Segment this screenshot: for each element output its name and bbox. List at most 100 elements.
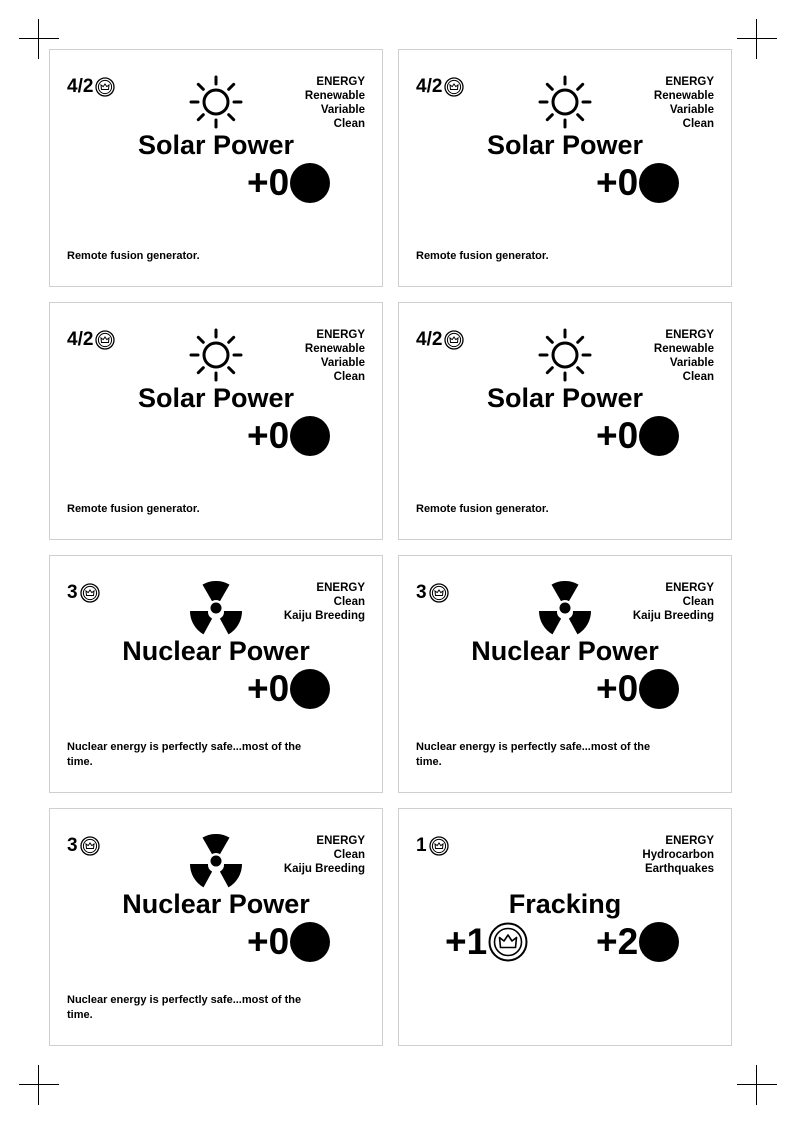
tag: Clean xyxy=(333,371,365,383)
energy-output: +0 xyxy=(247,415,331,457)
flavor-text: Nuclear energy is perfectly safe...most … xyxy=(67,994,302,1021)
energy-token-icon xyxy=(639,669,680,709)
card-tags: ENERGY Renewable Variable Clean xyxy=(654,75,714,131)
tag: Variable xyxy=(669,104,714,116)
radiation-icon xyxy=(538,581,592,635)
card-title: Nuclear Power xyxy=(471,636,659,666)
tag: Kaiju Breeding xyxy=(632,610,714,622)
card-cost: 3 xyxy=(416,583,449,603)
energy-token-icon xyxy=(290,163,331,203)
energy-output: +0 xyxy=(247,921,331,963)
card-solar-power-2: 4/2 ENERGY Renewable Variable Clean Sola… xyxy=(398,49,732,287)
energy-token-icon xyxy=(290,669,331,709)
tag: Earthquakes xyxy=(644,863,714,875)
sun-icon xyxy=(189,328,243,382)
tag: Variable xyxy=(669,357,714,369)
tag: Kaiju Breeding xyxy=(283,610,365,622)
card-solar-power-3: 4/2 ENERGY Renewable Variable Clean Sola… xyxy=(49,302,383,540)
card-cost: 4/2 xyxy=(416,330,465,350)
sun-icon xyxy=(189,75,243,129)
crown-coin-icon xyxy=(444,330,465,350)
flavor-text: Remote fusion generator. xyxy=(67,503,200,515)
card-cost: 3 xyxy=(67,836,100,856)
card-tags: ENERGY Hydrocarbon Earthquakes xyxy=(642,834,714,876)
card-tags: ENERGY Renewable Variable Clean xyxy=(654,328,714,384)
card-cost: 1 xyxy=(416,836,449,856)
card-cost: 4/2 xyxy=(67,77,116,97)
energy-token-icon xyxy=(639,922,680,962)
card-type: ENERGY xyxy=(665,329,714,341)
tag: Clean xyxy=(333,118,365,130)
tag: Clean xyxy=(682,596,714,608)
energy-output: +0 xyxy=(596,415,680,457)
tag: Clean xyxy=(682,118,714,130)
card-tags: ENERGY Renewable Variable Clean xyxy=(305,328,365,384)
tag: Hydrocarbon xyxy=(642,849,714,861)
radiation-icon xyxy=(189,581,243,635)
flavor-text: Remote fusion generator. xyxy=(416,503,549,515)
radiation-icon xyxy=(189,834,243,888)
card-title: Solar Power xyxy=(486,383,644,413)
card-tags: ENERGY Clean Kaiju Breeding xyxy=(284,834,365,876)
card-title: Fracking xyxy=(508,889,622,919)
tag: Renewable xyxy=(304,90,365,102)
energy-output: +0 xyxy=(247,162,331,204)
crown-coin-icon xyxy=(95,330,116,350)
tag: Kaiju Breeding xyxy=(283,863,365,875)
energy-token-icon xyxy=(290,416,331,456)
crop-mark-top-right xyxy=(737,19,777,59)
flavor-text: Nuclear energy is perfectly safe...most … xyxy=(67,741,302,768)
card-type: ENERGY xyxy=(316,76,365,88)
flavor-text: Nuclear energy is perfectly safe...most … xyxy=(416,741,651,768)
tag: Clean xyxy=(682,371,714,383)
tag: Clean xyxy=(333,849,365,861)
card-cost: 3 xyxy=(67,583,100,603)
card-solar-power-1: 4/2 ENERGY Renewable Variable Clean Sola… xyxy=(49,49,383,287)
card-nuclear-power-3: 3 ENERGY Clean Kaiju Breeding Nuclear Po… xyxy=(49,808,383,1046)
crown-coin-icon xyxy=(428,583,449,603)
card-tags: ENERGY Renewable Variable Clean xyxy=(305,75,365,131)
card-cost: 4/2 xyxy=(416,77,465,97)
card-tags: ENERGY Clean Kaiju Breeding xyxy=(284,581,365,623)
tag: Clean xyxy=(333,596,365,608)
energy-output: +0 xyxy=(247,668,331,710)
energy-output: +2 xyxy=(596,921,680,963)
sun-icon xyxy=(538,75,592,129)
tag: Renewable xyxy=(653,343,714,355)
tag: Renewable xyxy=(653,90,714,102)
card-title: Solar Power xyxy=(137,383,295,413)
energy-output: +0 xyxy=(596,162,680,204)
energy-output: +0 xyxy=(596,668,680,710)
card-type: ENERGY xyxy=(316,329,365,341)
card-type: ENERGY xyxy=(665,76,714,88)
crop-mark-top-left xyxy=(19,19,59,59)
energy-token-icon xyxy=(639,416,680,456)
energy-token-icon xyxy=(290,922,331,962)
crown-coin-icon xyxy=(488,922,528,962)
sun-icon xyxy=(538,328,592,382)
card-title: Nuclear Power xyxy=(122,889,310,919)
crown-coin-icon xyxy=(79,583,100,603)
flavor-text: Remote fusion generator. xyxy=(67,250,200,262)
crown-coin-icon xyxy=(444,77,465,97)
coin-bonus: +1 xyxy=(445,921,528,963)
flavor-text: Remote fusion generator. xyxy=(416,250,549,262)
card-solar-power-4: 4/2 ENERGY Renewable Variable Clean Sola… xyxy=(398,302,732,540)
crop-mark-bottom-right xyxy=(737,1065,777,1105)
card-cost: 4/2 xyxy=(67,330,116,350)
tag: Variable xyxy=(320,104,365,116)
card-type: ENERGY xyxy=(316,835,365,847)
crown-coin-icon xyxy=(95,77,116,97)
crown-coin-icon xyxy=(79,836,100,856)
card-type: ENERGY xyxy=(665,835,714,847)
card-fracking: 1 ENERGY Hydrocarbon Earthquakes Frackin… xyxy=(398,808,732,1046)
crop-mark-bottom-left xyxy=(19,1065,59,1105)
card-title: Solar Power xyxy=(486,130,644,160)
card-tags: ENERGY Clean Kaiju Breeding xyxy=(633,581,714,623)
card-nuclear-power-2: 3 ENERGY Clean Kaiju Breeding Nuclear Po… xyxy=(398,555,732,793)
crown-coin-icon xyxy=(428,836,449,856)
tag: Renewable xyxy=(304,343,365,355)
card-type: ENERGY xyxy=(316,582,365,594)
tag: Variable xyxy=(320,357,365,369)
card-nuclear-power-1: 3 ENERGY Clean Kaiju Breeding Nuclear Po… xyxy=(49,555,383,793)
